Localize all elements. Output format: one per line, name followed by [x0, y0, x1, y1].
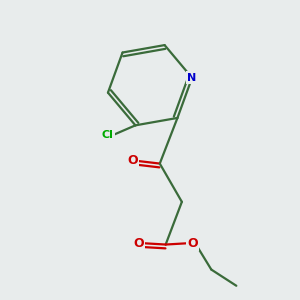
Text: Cl: Cl: [102, 130, 114, 140]
Text: O: O: [133, 237, 144, 250]
Text: O: O: [188, 237, 198, 250]
Text: O: O: [127, 154, 138, 167]
Text: N: N: [188, 73, 197, 83]
